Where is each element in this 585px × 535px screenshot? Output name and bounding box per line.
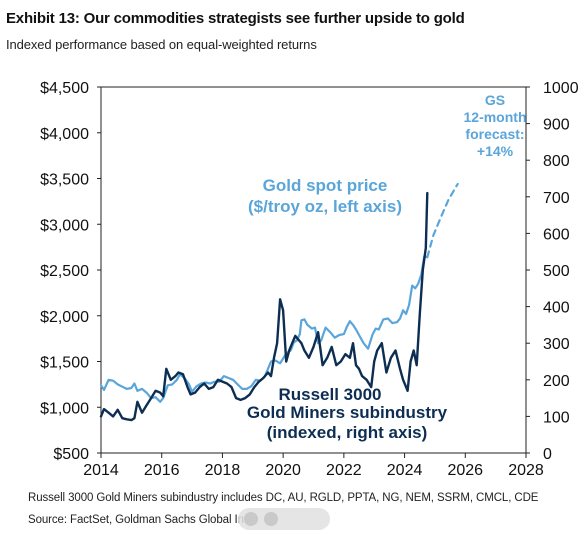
y-left-tick-label: $4,000 xyxy=(40,126,89,143)
watermark-overlay xyxy=(238,508,330,530)
x-tick-label: 2018 xyxy=(205,462,241,479)
line-chart: $500 $1,000 $1,500 $2,000 $2,500 $3,000 $3,500… xyxy=(40,80,579,479)
y-right-tick-label: 600 xyxy=(543,226,570,243)
gold-series-label: Gold spot price xyxy=(263,176,388,195)
chart-title: Exhibit 13: Our commodities strategists … xyxy=(6,10,465,27)
x-tick-label: 2020 xyxy=(265,462,301,479)
y-left-tick-label: $2,500 xyxy=(40,263,89,280)
source-footnote: Source: FactSet, Goldman Sachs Global In… xyxy=(28,514,256,526)
x-tick-label: 2026 xyxy=(447,462,483,479)
gold-forecast-line xyxy=(426,182,459,259)
y-right-tick-label: 500 xyxy=(543,263,570,280)
watermark-dot xyxy=(264,512,278,526)
y-right-tick-label: 100 xyxy=(543,409,570,426)
gold-series-label: ($/troy oz, left axis) xyxy=(248,197,402,216)
y-right-tick-label: 800 xyxy=(543,153,570,170)
y-left-tick-label: $3,500 xyxy=(40,172,89,189)
x-tick-label: 2022 xyxy=(326,462,362,479)
forecast-label: forecast: xyxy=(465,126,524,142)
watermark-dot xyxy=(244,512,258,526)
miners-series-label: Gold Miners subindustry xyxy=(247,403,448,422)
x-tick-label: 2028 xyxy=(508,462,544,479)
constituents-footnote: Russell 3000 Gold Miners subindustry inc… xyxy=(28,492,539,504)
miners-series-label: (indexed, right axis) xyxy=(267,423,428,442)
y-right-tick-label: 900 xyxy=(543,117,570,134)
y-right-tick-label: 300 xyxy=(543,336,570,353)
y-right-tick-label: 400 xyxy=(543,300,570,317)
y-right-tick-label: 1000 xyxy=(543,80,579,97)
y-left-tick-label: $1,000 xyxy=(40,400,89,417)
chart-subtitle: Indexed performance based on equal-weigh… xyxy=(6,37,317,52)
gold-price-line xyxy=(99,255,429,403)
x-tick-label: 2014 xyxy=(83,462,119,479)
y-right-tick-label: 700 xyxy=(543,190,570,207)
forecast-label: 12-month xyxy=(464,109,527,125)
y-right-tick-label: 0 xyxy=(543,446,552,463)
forecast-label: +14% xyxy=(477,143,514,159)
forecast-label: GS xyxy=(485,92,505,108)
gold-miners-line xyxy=(99,191,429,422)
miners-series-label: Russell 3000 xyxy=(278,385,381,404)
chart-area: $500 $1,000 $1,500 $2,000 $2,500 $3,000 $3,500… xyxy=(26,70,585,490)
y-left-tick-label: $2,000 xyxy=(40,309,89,326)
y-left-tick-label: $1,500 xyxy=(40,355,89,372)
y-right-tick-label: 200 xyxy=(543,373,570,390)
y-left-tick-label: $4,500 xyxy=(40,80,89,97)
y-left-tick-label: $3,000 xyxy=(40,217,89,234)
x-tick-label: 2024 xyxy=(387,462,423,479)
x-tick-label: 2016 xyxy=(144,462,180,479)
y-left-tick-label: $500 xyxy=(53,446,89,463)
